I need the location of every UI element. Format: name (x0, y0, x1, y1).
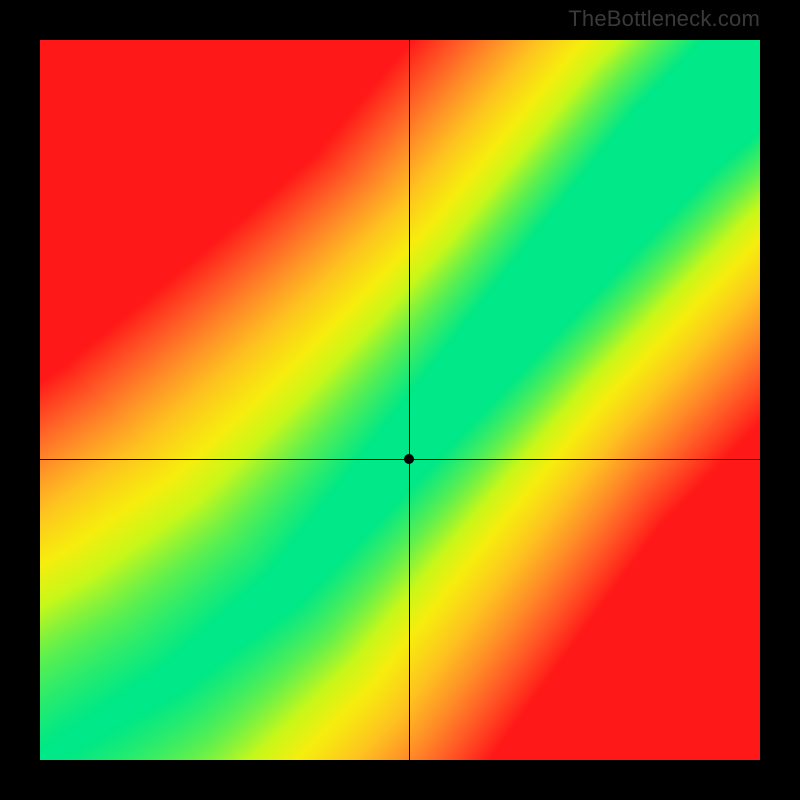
watermark-text: TheBottleneck.com (568, 6, 760, 32)
crosshair-vertical (409, 40, 410, 760)
marker-dot (404, 454, 414, 464)
heatmap-canvas (40, 40, 760, 760)
plot-area (40, 40, 760, 760)
chart-outer: TheBottleneck.com (0, 0, 800, 800)
crosshair-horizontal (40, 459, 760, 460)
